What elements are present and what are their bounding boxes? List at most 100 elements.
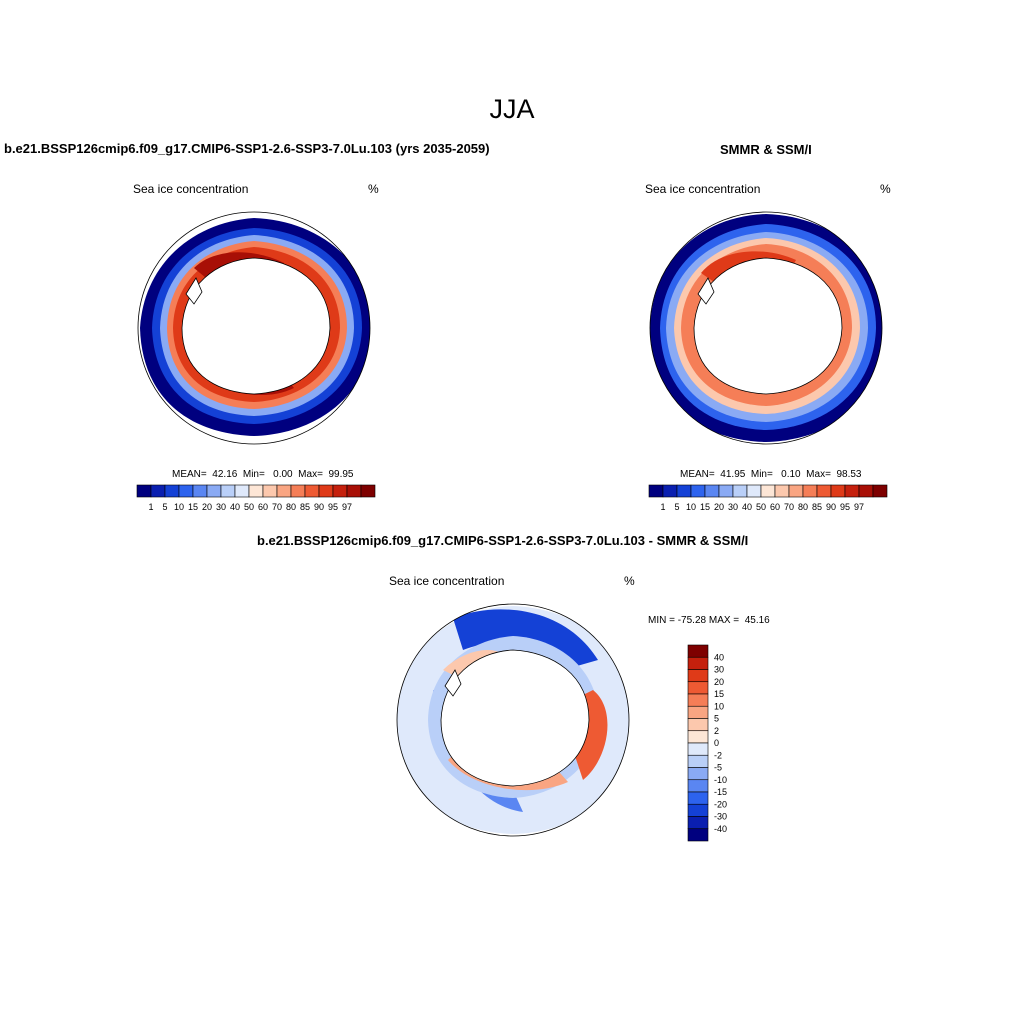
model-colorbar-tick-label: 30 (216, 502, 226, 512)
obs-units-label: % (880, 182, 891, 196)
diff-colorbar-swatch (687, 767, 709, 781)
model-colorbar-tick-label: 97 (342, 502, 352, 512)
obs-colorbar-tick-label: 5 (674, 502, 679, 512)
diff-colorbar-swatch (687, 779, 709, 793)
model-colorbar-swatch (220, 484, 236, 498)
diff-colorbar-swatch (687, 754, 709, 768)
diff-colorbar-tick-label: 20 (714, 677, 724, 687)
obs-colorbar-tick-label: 15 (700, 502, 710, 512)
model-colorbar-tick-label: 60 (258, 502, 268, 512)
diff-stats: MIN = -75.28 MAX = 45.16 (648, 615, 770, 626)
diff-colorbar-swatch (687, 803, 709, 817)
diff-map (396, 603, 630, 837)
obs-colorbar-tick-label: 70 (784, 502, 794, 512)
model-colorbar-swatch (332, 484, 348, 498)
model-variable-label: Sea ice concentration (133, 182, 249, 196)
obs-colorbar-tick-label: 85 (812, 502, 822, 512)
model-colorbar-swatch (360, 484, 376, 498)
model-colorbar-swatch (318, 484, 334, 498)
obs-map (649, 211, 883, 445)
diff-colorbar-tick-label: 15 (714, 689, 724, 699)
obs-colorbar-swatch (858, 484, 874, 498)
diff-colorbar-swatch (687, 669, 709, 683)
diff-colorbar-swatch (687, 681, 709, 695)
diff-colorbar-swatch (687, 816, 709, 830)
model-panel-title: b.e21.BSSP126cmip6.f09_g17.CMIP6-SSP1-2.… (4, 141, 490, 156)
obs-colorbar-swatch (690, 484, 706, 498)
obs-colorbar-swatch (676, 484, 692, 498)
diff-colorbar-tick-label: 2 (714, 726, 719, 736)
model-colorbar-tick-label: 95 (328, 502, 338, 512)
model-colorbar-swatch (178, 484, 194, 498)
diff-colorbar-tick-label: -10 (714, 775, 727, 785)
obs-colorbar: 1 5 10 15 20 30 40 50 60 70 80 85 90 95 97 (648, 484, 888, 512)
model-colorbar-swatch (290, 484, 306, 498)
diff-panel-title: b.e21.BSSP126cmip6.f09_g17.CMIP6-SSP1-2.… (257, 533, 749, 548)
diff-colorbar-swatch (687, 656, 709, 670)
obs-colorbar-tick-label: 30 (728, 502, 738, 512)
diff-colorbar-tick-label: -15 (714, 787, 727, 797)
diff-colorbar-swatch (687, 644, 709, 658)
obs-colorbar-tick-label: 20 (714, 502, 724, 512)
obs-colorbar-swatch (746, 484, 762, 498)
obs-colorbar-swatch (802, 484, 818, 498)
model-map (137, 211, 371, 445)
model-colorbar-swatch (304, 484, 320, 498)
diff-colorbar-tick-label: 40 (714, 652, 724, 662)
diff-colorbar-tick-label: -30 (714, 812, 727, 822)
obs-variable-label: Sea ice concentration (645, 182, 761, 196)
diff-colorbar-tick-label: -40 (714, 824, 727, 834)
obs-colorbar-tick-label: 10 (686, 502, 696, 512)
diff-units-label: % (624, 574, 635, 588)
model-colorbar-swatch (192, 484, 208, 498)
model-colorbar-swatch (346, 484, 362, 498)
diff-colorbar-swatch (687, 828, 709, 842)
obs-colorbar-swatch (704, 484, 720, 498)
model-colorbar-tick-label: 85 (300, 502, 310, 512)
obs-colorbar-swatch (662, 484, 678, 498)
obs-colorbar-swatch (718, 484, 734, 498)
model-colorbar-swatch (150, 484, 166, 498)
model-colorbar-swatch (276, 484, 292, 498)
model-colorbar-tick-label: 20 (202, 502, 212, 512)
diff-colorbar-tick-label: -20 (714, 799, 727, 809)
model-colorbar-tick-label: 15 (188, 502, 198, 512)
model-colorbar-tick-label: 40 (230, 502, 240, 512)
model-colorbar-tick-label: 1 (148, 502, 153, 512)
obs-colorbar-swatch (844, 484, 860, 498)
obs-colorbar-swatch (830, 484, 846, 498)
diff-colorbar-swatch (687, 718, 709, 732)
diff-colorbar-swatch (687, 730, 709, 744)
model-colorbar-tick-label: 5 (162, 502, 167, 512)
obs-colorbar-tick-label: 80 (798, 502, 808, 512)
obs-colorbar-tick-label: 1 (660, 502, 665, 512)
obs-colorbar-tick-label: 97 (854, 502, 864, 512)
obs-colorbar-swatch (648, 484, 664, 498)
diff-colorbar-tick-label: 10 (714, 701, 724, 711)
obs-colorbar-tick-label: 40 (742, 502, 752, 512)
model-colorbar-swatch (164, 484, 180, 498)
model-colorbar-swatch (136, 484, 152, 498)
diff-colorbar-swatch (687, 705, 709, 719)
obs-colorbar-swatch (732, 484, 748, 498)
diff-colorbar-swatch (687, 693, 709, 707)
model-colorbar-tick-label: 10 (174, 502, 184, 512)
model-units-label: % (368, 182, 379, 196)
obs-colorbar-tick-label: 90 (826, 502, 836, 512)
diff-colorbar-swatch (687, 742, 709, 756)
obs-colorbar-tick-label: 60 (770, 502, 780, 512)
model-colorbar-tick-label: 80 (286, 502, 296, 512)
model-colorbar-tick-label: 90 (314, 502, 324, 512)
obs-stats: MEAN= 41.95 Min= 0.10 Max= 98.53 (680, 469, 862, 480)
model-colorbar-swatch (248, 484, 264, 498)
model-colorbar-tick-label: 70 (272, 502, 282, 512)
model-colorbar: 1 5 10 15 20 30 40 50 60 70 80 85 90 95 97 (136, 484, 376, 512)
obs-colorbar-swatch (872, 484, 888, 498)
diff-variable-label: Sea ice concentration (389, 574, 505, 588)
obs-colorbar-tick-label: 95 (840, 502, 850, 512)
model-colorbar-swatch (206, 484, 222, 498)
season-title: JJA (489, 94, 535, 124)
model-colorbar-swatch (234, 484, 250, 498)
model-colorbar-tick-label: 50 (244, 502, 254, 512)
